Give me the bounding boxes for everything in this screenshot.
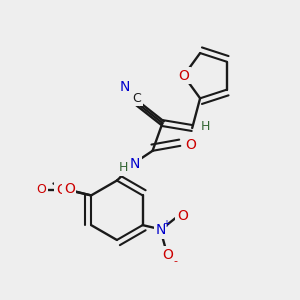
Text: N: N xyxy=(155,223,166,237)
Text: -: - xyxy=(173,256,177,266)
Text: C: C xyxy=(132,92,141,105)
Text: O: O xyxy=(177,209,188,223)
Text: N: N xyxy=(130,157,140,171)
Text: +: + xyxy=(162,219,170,229)
Text: N: N xyxy=(120,80,130,94)
Text: O: O xyxy=(178,69,189,83)
Text: O: O xyxy=(185,138,196,152)
Text: H: H xyxy=(119,161,128,174)
Text: O: O xyxy=(56,183,67,197)
Text: H: H xyxy=(200,119,210,133)
Text: O: O xyxy=(37,183,46,196)
Text: O: O xyxy=(64,182,75,197)
Text: O: O xyxy=(162,248,173,262)
